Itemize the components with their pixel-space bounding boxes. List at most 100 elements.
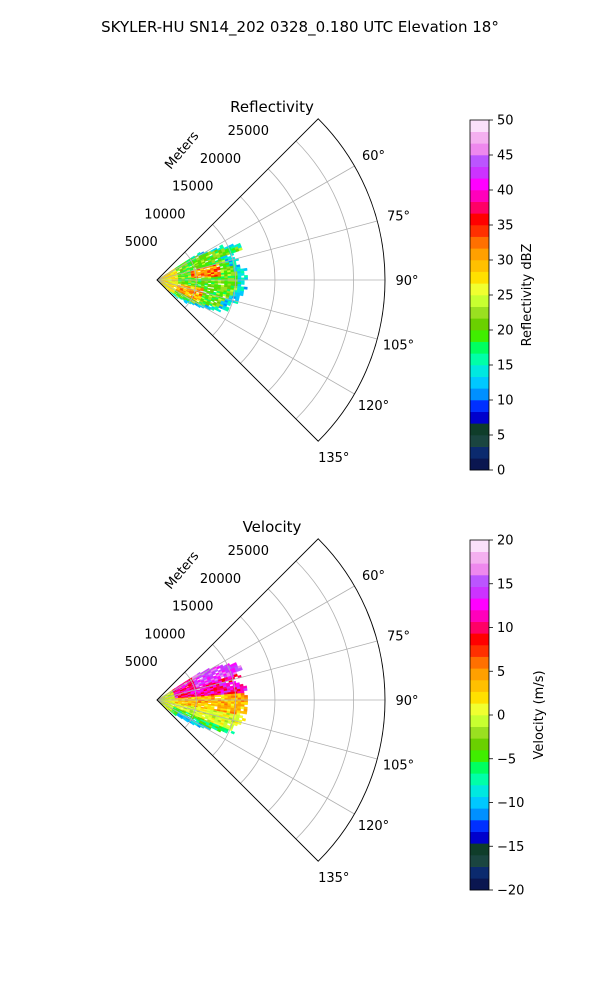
colorbar-tick-label: 20 <box>497 324 514 339</box>
radar-bin <box>234 275 239 279</box>
radial-tick-label: 15000 <box>172 180 213 195</box>
colorbar-level <box>470 225 489 237</box>
azimuth-tick-label: 135° <box>318 451 349 466</box>
radar-bin <box>230 275 235 279</box>
azimuth-tick-label: 60° <box>362 149 385 164</box>
radial-tick-label: 15000 <box>172 600 213 615</box>
colorbar-level <box>470 586 489 599</box>
radar-bin <box>230 695 235 699</box>
radar-bin <box>165 707 169 711</box>
azimuth-tick-label: 120° <box>358 819 389 834</box>
radar-bin <box>237 693 242 696</box>
colorbar-level <box>470 621 489 634</box>
azimuth-tick-label: 60° <box>362 569 385 584</box>
azimuth-tick-label: 105° <box>383 759 414 774</box>
radial-tick-label: 10000 <box>144 627 185 642</box>
colorbar-level <box>470 283 489 296</box>
radar-bin <box>200 704 205 707</box>
colorbar-level <box>470 330 489 342</box>
colorbar-tick-label: 15 <box>497 359 514 374</box>
radar-bin <box>197 276 202 279</box>
radar-bin <box>223 729 229 734</box>
velocity-grid <box>156 538 386 862</box>
colorbar-level <box>470 750 489 762</box>
radial-tick-label: 20000 <box>200 572 241 587</box>
colorbar-level <box>470 271 489 284</box>
radar-bin <box>227 695 232 699</box>
radar-bin <box>207 281 212 284</box>
colorbar-tick-label: 20 <box>497 534 514 549</box>
radar-bin <box>230 730 235 735</box>
radar-bin <box>217 694 222 698</box>
azimuth-spoke <box>156 165 355 281</box>
colorbar-level <box>470 435 489 447</box>
azimuth-tick-label: 120° <box>358 399 389 414</box>
radar-bin <box>224 308 229 312</box>
colorbar-level <box>470 738 489 751</box>
colorbar-level <box>470 120 489 132</box>
radar-bin <box>237 273 242 276</box>
radar-bin <box>243 711 248 715</box>
radar-bin <box>172 713 177 717</box>
radar-bin <box>240 701 245 705</box>
radar-bin <box>244 695 248 698</box>
velocity-panel: Velocity 5000 10000 15000 20000 25000 60° 75°… <box>125 518 547 899</box>
radar-bin <box>190 302 195 306</box>
radar-bin <box>221 276 225 279</box>
colorbar-level <box>470 318 489 331</box>
velocity-colorbar-label: Velocity (m/s) <box>532 670 547 759</box>
radial-tick-label: 25000 <box>228 544 269 559</box>
figure-title: SKYLER-HU SN14_202 0328_0.180 UTC Elevat… <box>101 18 499 37</box>
azimuth-spoke <box>156 220 378 281</box>
radial-tick-label: 5000 <box>125 235 158 250</box>
colorbar-tick-label: 35 <box>497 219 514 234</box>
reflectivity-grid <box>156 118 386 442</box>
radar-bin <box>240 281 245 285</box>
radar-bin <box>240 706 245 710</box>
reflectivity-colorbar-label: Reflectivity dBZ <box>520 244 535 347</box>
reflectivity-radial-ticks: 5000 10000 15000 20000 25000 <box>125 124 269 250</box>
reflectivity-azimuth-ticks: 60° 75° 90° 105° 120° 135° <box>318 149 418 466</box>
colorbar-level <box>470 446 489 459</box>
velocity-azimuth-ticks: 60° 75° 90° 105° 120° 135° <box>318 569 418 886</box>
colorbar-level <box>470 540 489 552</box>
colorbar-tick-label: 0 <box>497 464 505 479</box>
azimuth-spoke <box>156 585 355 701</box>
colorbar-level <box>470 866 489 879</box>
colorbar-level <box>470 808 489 821</box>
radar-bin <box>210 285 215 288</box>
radar-bin <box>216 308 222 313</box>
radar-bin <box>187 283 192 285</box>
colorbar-level <box>470 633 489 646</box>
colorbar-level <box>470 575 489 587</box>
radar-bin <box>184 719 189 723</box>
radar-bin <box>207 285 212 288</box>
colorbar-level <box>470 400 489 412</box>
radar-bin <box>213 288 218 292</box>
colorbar-level <box>470 260 489 272</box>
colorbar-level <box>470 668 489 681</box>
radar-bin <box>221 281 225 284</box>
colorbar-tick-label: 5 <box>497 429 505 444</box>
radar-bin <box>237 275 242 279</box>
velocity-title: Velocity <box>243 518 302 536</box>
colorbar-level <box>470 341 489 354</box>
colorbar-tick-label: 50 <box>497 114 514 129</box>
radar-bin <box>244 702 248 705</box>
reflectivity-title: Reflectivity <box>230 98 314 116</box>
colorbar-tick-label: 15 <box>497 577 514 592</box>
colorbar-level <box>470 166 489 179</box>
colorbar-tick-label: 30 <box>497 254 514 269</box>
radar-bin <box>207 287 211 291</box>
colorbar-level <box>470 388 489 401</box>
colorbar-level <box>470 820 489 832</box>
radar-bin <box>238 247 243 252</box>
reflectivity-panel: Reflectivity 5000 10000 15000 20000 25000 60… <box>125 98 535 479</box>
colorbar-tick-label: 0 <box>497 709 505 724</box>
colorbar-level <box>470 715 489 727</box>
radial-tick-label: 10000 <box>144 207 185 222</box>
velocity-data-field <box>157 662 248 735</box>
radar-bin <box>226 302 231 307</box>
colorbar-level <box>470 563 489 576</box>
